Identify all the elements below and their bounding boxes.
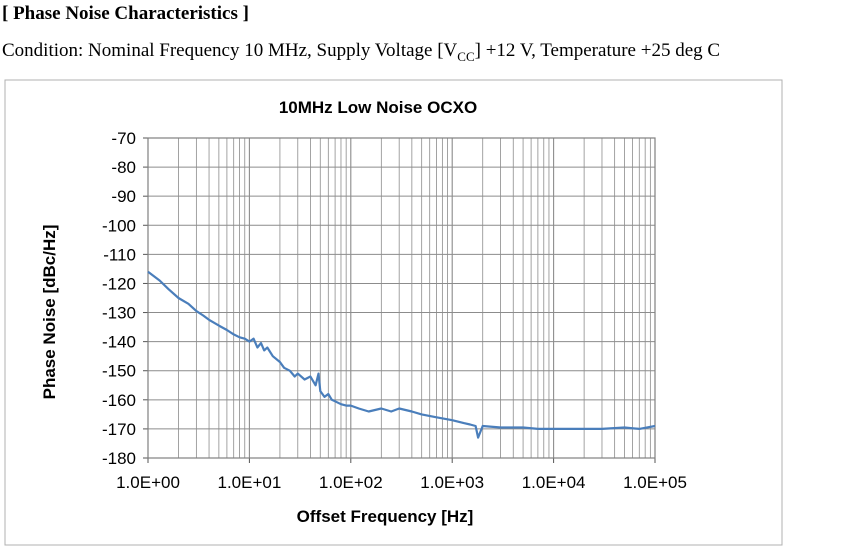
y-tick-label: -80 [111,158,136,177]
test-condition: Condition: Nominal Frequency 10 MHz, Sup… [2,40,720,65]
condition-prefix: Condition: Nominal Frequency 10 MHz, Sup… [2,40,458,61]
phase-noise-series-line [147,270,656,439]
y-tick-label: -130 [102,304,136,323]
x-axis-label: Offset Frequency [Hz] [297,507,474,526]
y-tick-label: -100 [102,216,136,235]
plot-area-border [147,137,656,459]
y-tick-label: -180 [102,449,136,468]
y-tick-label: -110 [103,245,136,264]
x-tick-label: 1.0E+01 [217,473,281,492]
x-tick-label: 1.0E+00 [116,473,180,492]
x-tick-label: 1.0E+03 [420,473,484,492]
y-tick-label: -160 [102,391,136,410]
x-tick-label: 1.0E+02 [319,473,383,492]
y-tick-label: -170 [102,420,136,439]
y-tick-labels: -70 -80 -90 -100 -110 -120 -130 -140 -150 -160 -17… [102,129,136,468]
y-axis-label: Phase Noise [dBc/Hz] [40,225,59,400]
y-tick-label: -150 [102,362,136,381]
chart-title: 10MHz Low Noise OCXO [279,98,477,117]
y-tick-label: -70 [111,129,136,148]
x-tick-label: 1.0E+04 [522,473,586,492]
y-tick-label: -120 [102,274,136,293]
section-heading: [ Phase Noise Characteristics ] [2,3,249,24]
condition-suffix: ] +12 V, Temperature +25 deg C [474,40,721,61]
x-tick-labels: 1.0E+00 1.0E+01 1.0E+02 1.0E+03 1.0E+04 1.0E+… [116,473,687,492]
condition-subscript: CC [457,48,475,64]
x-tick-label: 1.0E+05 [623,473,687,492]
y-tick-label: -90 [111,187,136,206]
y-tick-label: -140 [102,333,136,352]
